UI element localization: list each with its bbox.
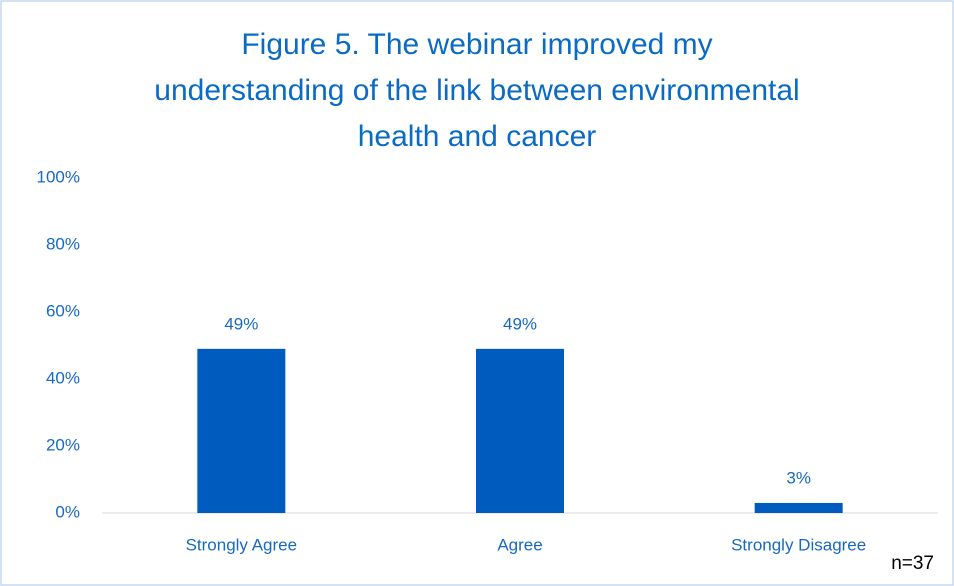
y-tick-label: 0% [55, 502, 80, 521]
x-tick-label: Strongly Disagree [731, 535, 866, 554]
data-label: 3% [786, 468, 811, 487]
chart-title: Figure 5. The webinar improved my unders… [154, 28, 800, 153]
y-tick-label: 40% [46, 368, 80, 387]
x-tick-label: Strongly Agree [186, 535, 298, 554]
x-tick-label: Agree [497, 535, 542, 554]
annotation: n=37 [891, 553, 934, 574]
y-tick-label: 60% [46, 301, 80, 320]
y-tick-label: 20% [46, 435, 80, 454]
bar [476, 348, 564, 513]
data-label: 49% [503, 314, 537, 333]
bar [197, 348, 286, 513]
bar [754, 502, 843, 513]
data-label: 49% [224, 314, 258, 333]
y-tick-label: 80% [46, 234, 80, 253]
y-tick-label: 100% [37, 167, 80, 186]
